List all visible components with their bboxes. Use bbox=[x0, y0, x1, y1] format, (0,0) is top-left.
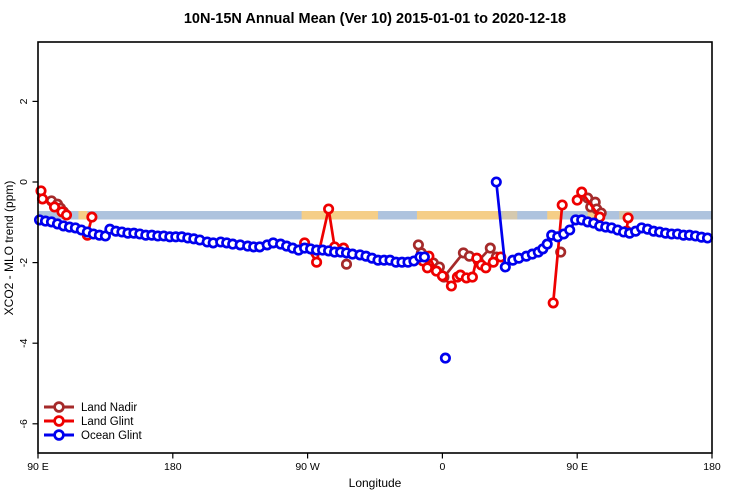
x-tick-label: 90 E bbox=[566, 461, 588, 473]
ocean-glint-point bbox=[564, 224, 576, 236]
land-glint-point bbox=[323, 203, 335, 215]
map-strip-land-patch bbox=[301, 211, 378, 220]
land-glint-point bbox=[466, 271, 478, 283]
land-glint-point bbox=[571, 194, 583, 206]
ocean-glint-point bbox=[541, 238, 553, 250]
x-axis-label: Longitude bbox=[349, 476, 402, 490]
y-axis-label: XCO2 - MLO trend (ppm) bbox=[2, 181, 16, 316]
land-glint-point bbox=[36, 193, 49, 205]
land-glint-point bbox=[48, 201, 61, 213]
legend-marker-land-glint bbox=[53, 415, 65, 427]
land-glint-point bbox=[480, 262, 492, 274]
series-ocean-glint bbox=[33, 176, 714, 364]
land-glint-point bbox=[311, 256, 323, 268]
land-glint-point bbox=[445, 280, 457, 292]
land-nadir-point bbox=[340, 258, 353, 270]
land-glint-point bbox=[60, 209, 73, 221]
legend-marker-land-nadir bbox=[53, 401, 65, 413]
land-glint-line bbox=[551, 203, 564, 305]
ocean-glint-point bbox=[490, 176, 502, 188]
world-map-strip bbox=[38, 211, 712, 220]
chart-title: 10N-15N Annual Mean (Ver 10) 2015-01-01 … bbox=[184, 11, 566, 27]
axes: 90 E 180 90 W 0 90 E 180 2 0 -2 -4 -6 bbox=[18, 98, 721, 473]
y-tick-label: 2 bbox=[18, 98, 30, 104]
land-glint-point bbox=[622, 212, 634, 224]
ocean-glint-point bbox=[418, 251, 430, 263]
y-tick-label: 0 bbox=[18, 179, 30, 185]
map-strip-land-patch bbox=[547, 211, 561, 220]
ocean-glint-point bbox=[701, 232, 714, 244]
land-glint-point bbox=[556, 199, 568, 211]
legend-marker-ocean-glint bbox=[53, 429, 65, 441]
x-tick-label: 90 W bbox=[295, 461, 320, 473]
data-series bbox=[33, 176, 714, 364]
map-strip-land-patch bbox=[416, 211, 501, 220]
legend-label-land-nadir: Land Nadir bbox=[81, 402, 137, 414]
x-tick-label: 180 bbox=[703, 461, 721, 473]
legend-label-land-glint: Land Glint bbox=[81, 416, 134, 428]
map-strip-land-patch bbox=[587, 211, 602, 220]
x-tick-label: 0 bbox=[439, 461, 445, 473]
x-tick-label: 90 E bbox=[27, 461, 49, 473]
ocean-glint-point bbox=[439, 352, 451, 364]
land-glint-point bbox=[86, 211, 98, 223]
y-tick-label: -4 bbox=[18, 338, 30, 347]
legend: Land Nadir Land Glint Ocean Glint bbox=[44, 401, 143, 442]
y-tick-label: -6 bbox=[18, 419, 30, 428]
land-glint-point bbox=[421, 262, 433, 274]
land-glint-point bbox=[487, 256, 499, 268]
land-glint-point bbox=[436, 270, 448, 282]
land-glint-point bbox=[547, 297, 559, 309]
map-strip-land-patch bbox=[502, 211, 518, 220]
x-tick-label: 180 bbox=[164, 461, 182, 473]
land-nadir-point bbox=[484, 242, 496, 254]
land-glint-point bbox=[576, 186, 588, 198]
y-tick-label: -2 bbox=[18, 258, 30, 267]
series-land-glint bbox=[35, 185, 634, 309]
plot-frame bbox=[37, 41, 713, 454]
legend-label-ocean-glint: Ocean Glint bbox=[81, 430, 143, 442]
map-strip-land-patch bbox=[78, 211, 88, 220]
ocean-glint-point bbox=[499, 261, 511, 273]
